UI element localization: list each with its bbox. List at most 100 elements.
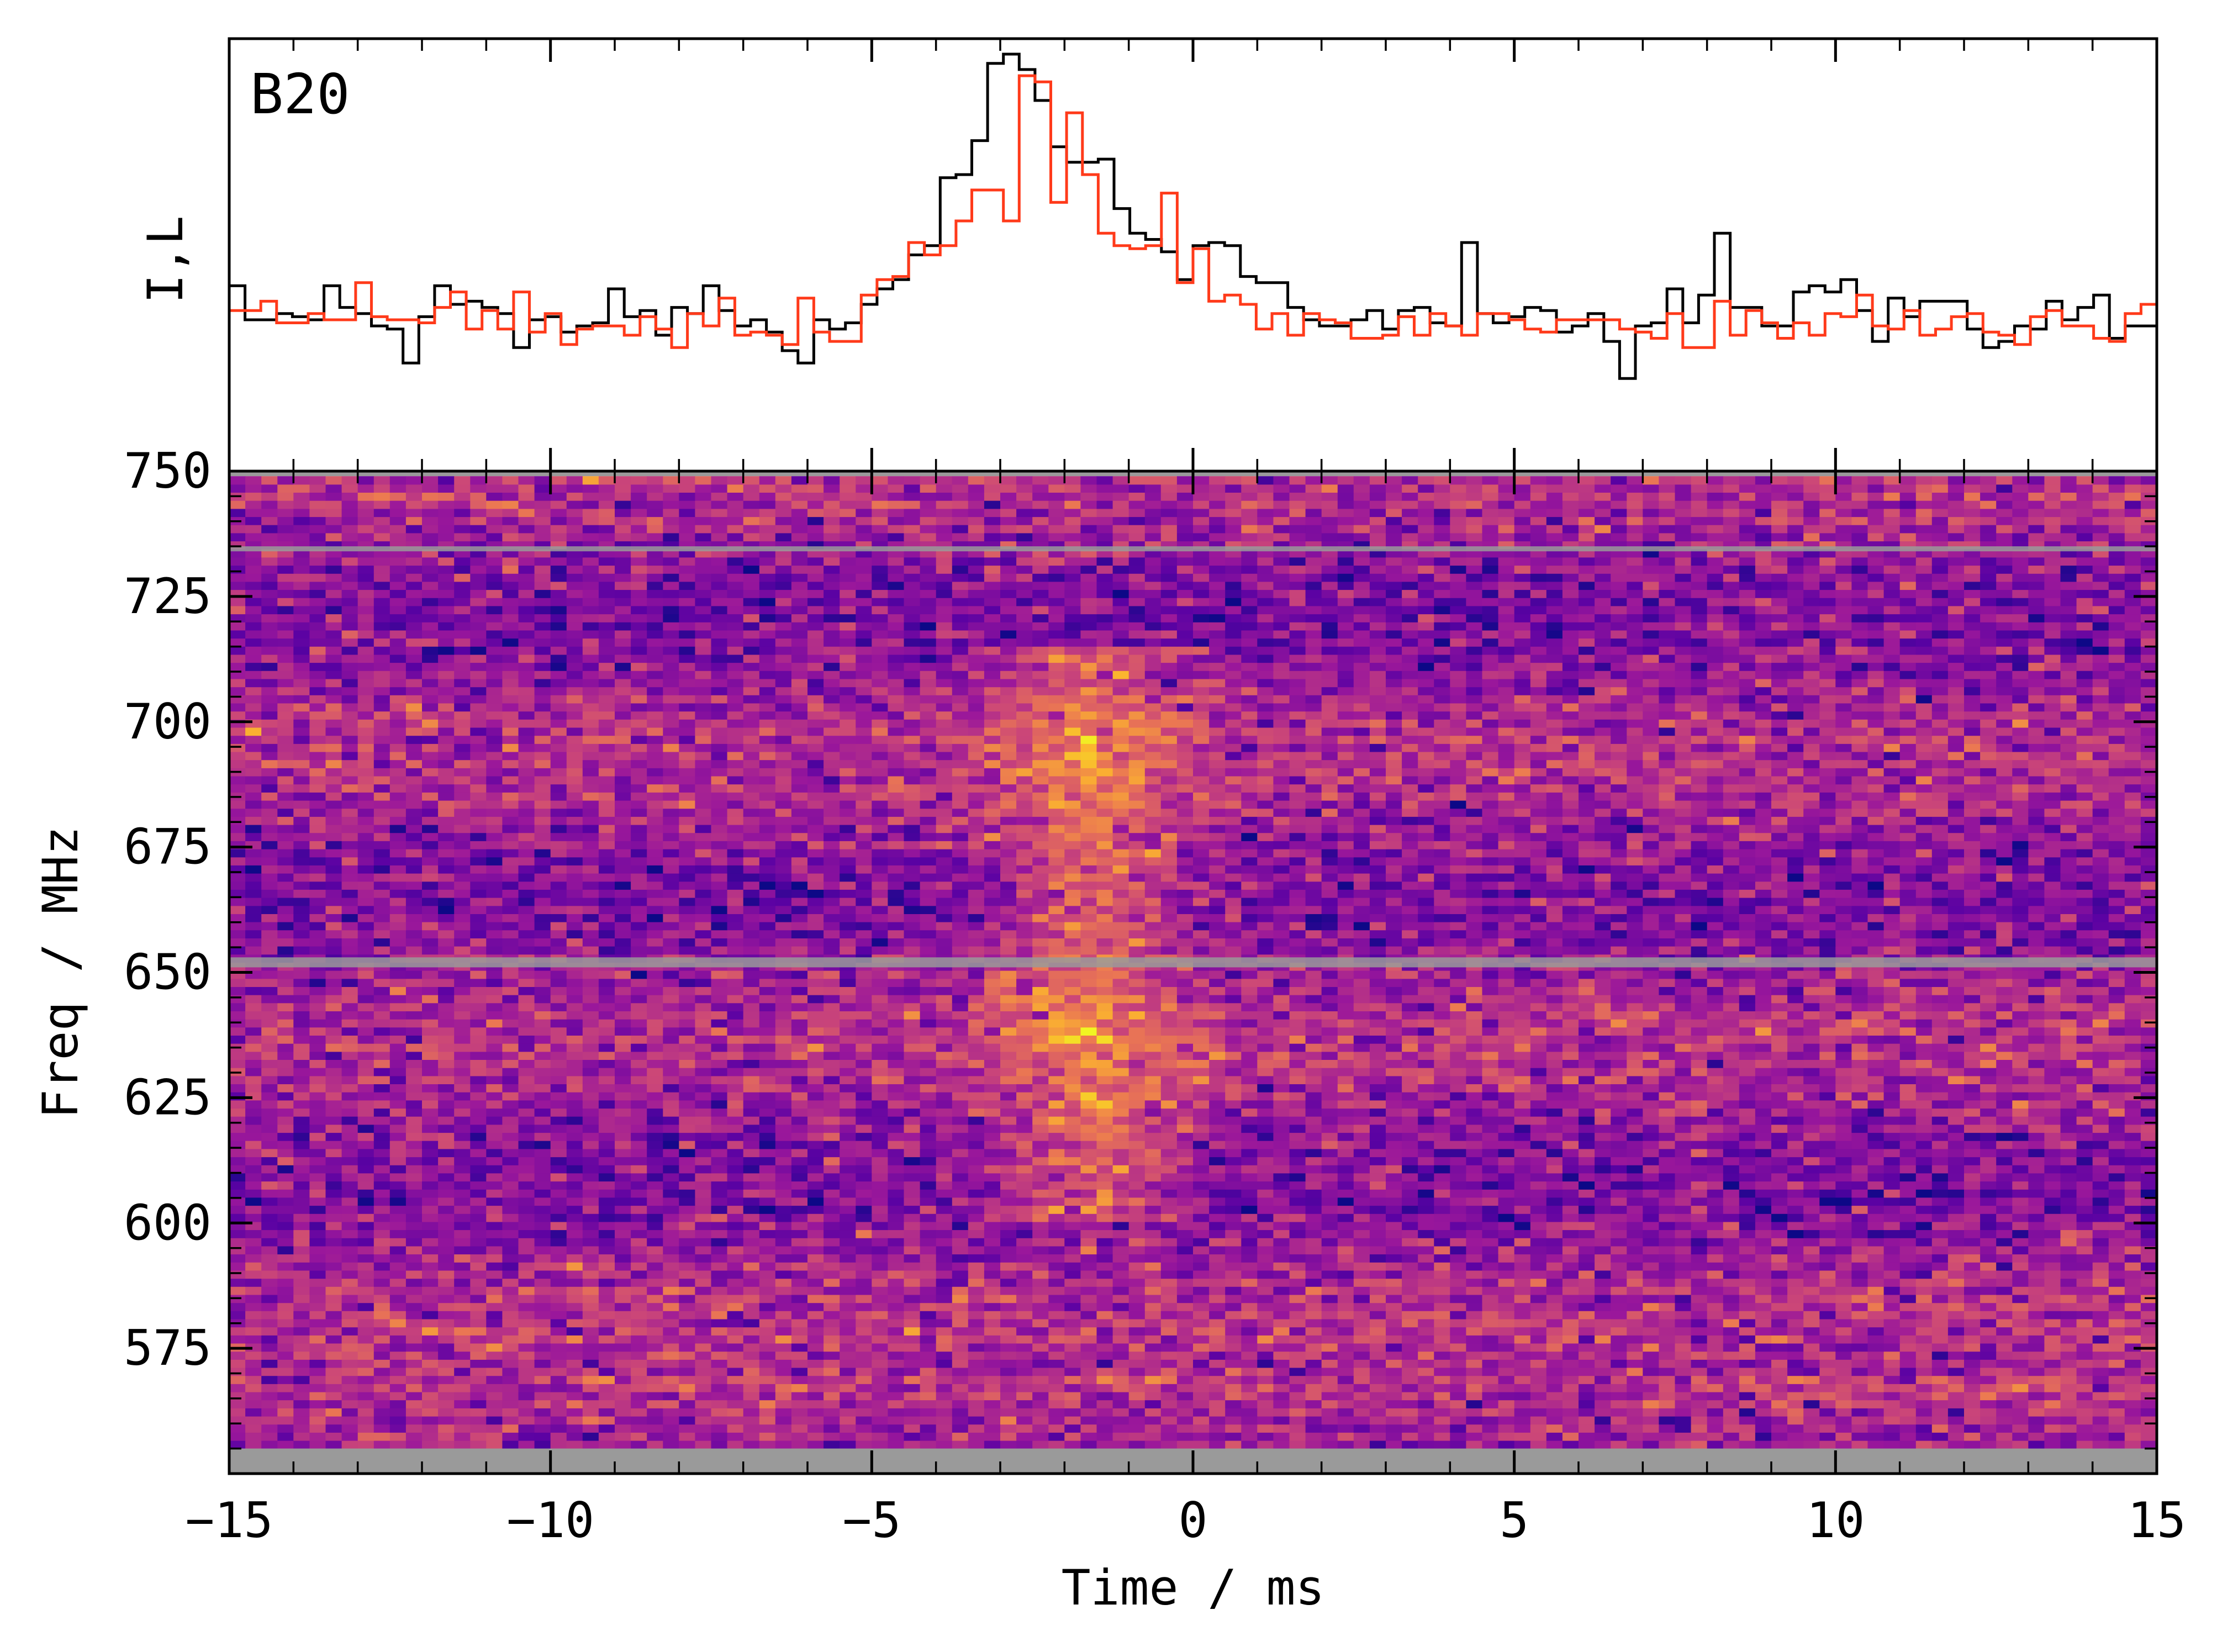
heatmap-cell [984,1238,1001,1247]
heatmap-cell [1835,1245,1852,1255]
heatmap-cell [1514,1197,1531,1206]
heatmap-cell [1482,1229,1499,1238]
heatmap-cell [2012,1141,2029,1149]
heatmap-cell [1498,1440,1515,1449]
heatmap-cell [1482,1391,1499,1401]
heatmap-cell [2060,1157,2077,1165]
heatmap-cell [1160,1124,1178,1133]
heatmap-cell [1964,1132,1981,1141]
heatmap-cell [695,1181,712,1190]
heatmap-cell [1707,1302,1724,1311]
heatmap-cell [229,1302,246,1311]
heatmap-cell [470,1197,487,1206]
heatmap-cell [373,1254,390,1263]
heatmap-cell [840,1400,856,1408]
heatmap-cell [309,1424,326,1433]
heatmap-cell [1964,1311,1981,1320]
heatmap-cell [631,1141,647,1149]
heatmap-cell [1032,1254,1049,1263]
heatmap-cell [1595,1400,1611,1408]
heatmap-cell [1803,1205,1820,1214]
heatmap-cell [1498,1229,1515,1238]
heatmap-cell [1643,1367,1659,1376]
heatmap-cell [1160,1148,1178,1158]
heatmap-cell [1176,1359,1194,1368]
heatmap-cell [1241,1400,1258,1408]
heatmap-cell [1851,1424,1868,1433]
heatmap-cell [2140,1440,2157,1449]
heatmap-cell [422,1173,439,1182]
heatmap-cell [566,1408,583,1417]
heatmap-cell [968,1367,985,1376]
heatmap-cell [1112,1432,1129,1441]
heatmap-cell [1530,1238,1547,1247]
heatmap-cell [1611,1165,1627,1174]
heatmap-cell [1579,1213,1595,1222]
heatmap-cell [470,1165,487,1174]
heatmap-cell [1546,1424,1563,1433]
heatmap-cell [1402,1416,1418,1425]
heatmap-cell [727,1302,744,1311]
heatmap-cell [1369,1408,1386,1417]
heatmap-cell [1209,1302,1226,1311]
heatmap-cell [1530,1221,1547,1231]
heatmap-cell [293,1205,310,1214]
heatmap-cell [1080,1327,1097,1336]
heatmap-cell [1964,1205,1981,1214]
heatmap-cell [1450,1116,1466,1125]
heatmap-cell [2108,1335,2125,1344]
heatmap-cell [470,1189,487,1198]
heatmap-cell [2140,1302,2157,1311]
heatmap-cell [856,1294,872,1303]
heatmap-cell [518,1416,535,1425]
heatmap-cell [2028,1424,2045,1433]
heatmap-cell [518,1432,535,1441]
heatmap-cell [261,1132,278,1141]
heatmap-cell [807,1408,824,1417]
heatmap-cell [438,1165,455,1174]
heatmap-cell [1048,1318,1065,1328]
heatmap-cell [1064,1229,1081,1238]
heatmap-cell [1160,1302,1178,1311]
heatmap-cell [1803,1262,1820,1271]
heatmap-cell [1579,1262,1595,1271]
heatmap-cell [1739,1351,1756,1360]
heatmap-cell [1931,1343,1949,1352]
heatmap-cell [1386,1270,1402,1279]
heatmap-cell [1241,1359,1258,1368]
heatmap-cell [1353,1416,1370,1425]
heatmap-cell [1611,1343,1627,1352]
heatmap-cell [872,1391,888,1401]
heatmap-cell [1289,1221,1306,1231]
heatmap-cell [438,1141,455,1149]
heatmap-cell [325,1343,342,1352]
heatmap-cell [1000,1157,1017,1165]
heatmap-cell [1659,1440,1676,1449]
heatmap-cell [486,1213,503,1222]
heatmap-cell [1193,1408,1210,1417]
heatmap-cell [984,1432,1001,1441]
heatmap-cell [373,1116,390,1125]
heatmap-cell [566,1124,583,1133]
heatmap-cell [1964,1165,1981,1174]
heatmap-cell [1595,1391,1611,1401]
heatmap-cell [1691,1173,1708,1182]
heatmap-cell [840,1424,856,1433]
heatmap-cell [1353,1375,1370,1384]
heatmap-cell [2060,1270,2077,1279]
heatmap-cell [2108,1416,2125,1425]
heatmap-cell [486,1400,503,1408]
heatmap-cell [454,1416,471,1425]
heatmap-cell [759,1400,776,1408]
heatmap-cell [229,1440,246,1449]
heatmap-cell [1819,1205,1836,1214]
heatmap-cell [1819,1408,1836,1417]
heatmap-cell [1418,1278,1434,1287]
heatmap-cell [904,1229,921,1238]
heatmap-cell [663,1432,679,1441]
heatmap-cell [2092,1221,2109,1231]
heatmap-cell [582,1254,599,1263]
heatmap-cell [277,1432,294,1441]
heatmap-cell [2140,1432,2157,1441]
heatmap-cell [2124,1424,2141,1433]
